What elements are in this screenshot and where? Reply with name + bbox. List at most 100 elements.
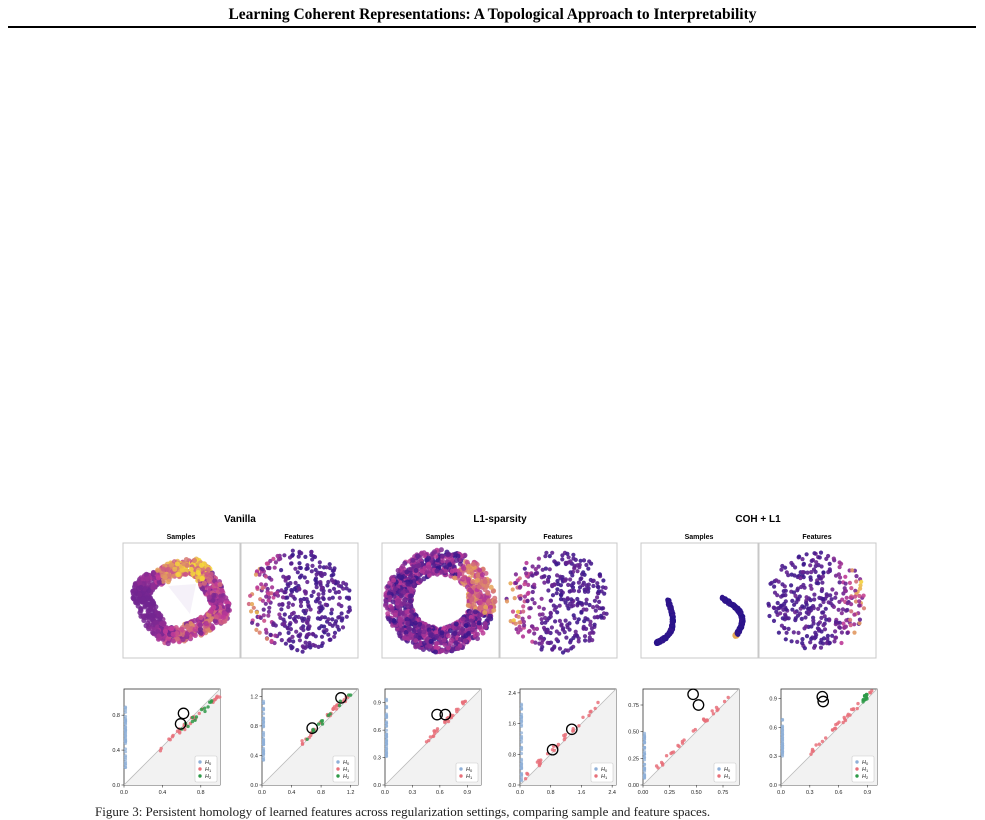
- feature-point: [841, 621, 846, 626]
- sample-point: [131, 593, 137, 599]
- sample-point: [408, 598, 413, 604]
- h1-point: [714, 705, 719, 710]
- feature-point: [298, 565, 303, 571]
- feature-point: [852, 630, 857, 635]
- sample-point: [463, 623, 469, 629]
- h1-point: [577, 724, 581, 728]
- y-tick-label: 0.0: [769, 783, 777, 789]
- h0-point: [642, 775, 647, 779]
- y-tick-label: 0.6: [769, 725, 777, 731]
- feature-point: [266, 598, 271, 603]
- feature-point: [331, 586, 337, 591]
- feature-point: [587, 631, 593, 636]
- h1-point: [664, 754, 669, 758]
- feature-point: [809, 570, 814, 575]
- h1-point: [581, 715, 585, 719]
- h2-point: [862, 694, 867, 698]
- feature-point: [845, 630, 850, 636]
- feature-point: [550, 550, 555, 555]
- sample-point: [165, 566, 171, 573]
- sample-point: [199, 575, 205, 582]
- feature-point: [849, 609, 854, 614]
- feature-point: [277, 631, 282, 636]
- feature-point: [274, 590, 280, 596]
- sample-point: [433, 649, 438, 655]
- x-tick-label: 0.8: [317, 790, 325, 796]
- sample-point: [477, 600, 483, 606]
- feature-point: [565, 551, 570, 557]
- feature-point: [587, 602, 592, 608]
- feature-point: [567, 589, 572, 594]
- features-panel-frame: [240, 542, 359, 659]
- feature-point: [848, 617, 853, 623]
- feature-point: [576, 580, 582, 585]
- h0-point: [123, 733, 128, 738]
- sample-point: [466, 576, 471, 582]
- h0-point: [519, 703, 524, 708]
- legend-marker: [198, 760, 202, 764]
- feature-point: [588, 577, 593, 583]
- feature-point: [292, 596, 297, 601]
- feature-point: [591, 583, 596, 589]
- feature-point: [811, 567, 817, 572]
- h1-point: [851, 707, 856, 711]
- features-embedding-vanilla: [246, 548, 352, 654]
- h1-point: [702, 718, 706, 722]
- sample-point: [197, 622, 203, 628]
- sample-point: [141, 617, 147, 624]
- sample-point: [397, 580, 403, 586]
- feature-point: [344, 586, 349, 591]
- sample-point: [418, 578, 424, 584]
- sample-point: [473, 605, 478, 611]
- sample-point: [405, 620, 411, 626]
- feature-point: [263, 574, 268, 579]
- sample-point: [195, 570, 201, 576]
- h0-point: [642, 756, 647, 760]
- feature-point: [333, 619, 339, 624]
- h0-point: [384, 750, 389, 754]
- feature-point: [783, 588, 788, 593]
- sample-point: [458, 636, 463, 642]
- feature-point: [588, 619, 593, 624]
- sample-point: [428, 632, 434, 638]
- feature-point: [853, 594, 858, 599]
- sample-point: [449, 556, 455, 562]
- y-tick-label: 0.3: [373, 756, 381, 762]
- h1-point: [435, 729, 439, 733]
- sample-point: [155, 629, 161, 635]
- feature-point: [854, 579, 859, 584]
- feature-point: [329, 611, 334, 616]
- feature-point: [840, 597, 845, 602]
- y-tick-label: 2.4: [508, 691, 516, 697]
- sample-point: [408, 574, 413, 579]
- h0-point: [519, 718, 524, 722]
- legend-label: H1: [862, 767, 869, 773]
- legend-label: H0: [343, 760, 350, 766]
- sample-point: [147, 605, 153, 612]
- feature-point: [778, 603, 784, 608]
- feature-point: [254, 627, 259, 633]
- sample-point: [413, 643, 419, 649]
- sample-point: [391, 577, 397, 583]
- feature-point: [305, 563, 310, 568]
- h1-point: [197, 711, 201, 716]
- h0-point: [123, 739, 128, 744]
- feature-point: [310, 557, 315, 562]
- feature-point: [857, 617, 863, 622]
- feature-point: [282, 590, 287, 595]
- feature-point: [596, 585, 601, 590]
- h0-point: [384, 742, 389, 746]
- x-tick-label: 0.0: [120, 790, 128, 796]
- h2-point: [326, 713, 331, 718]
- feature-point: [260, 567, 265, 572]
- feature-point: [780, 582, 785, 587]
- feature-point: [524, 560, 529, 566]
- feature-point: [811, 618, 816, 623]
- h0-point: [519, 712, 524, 717]
- h1-point: [814, 743, 818, 747]
- embedding-hole: [168, 584, 196, 614]
- h0-point: [123, 719, 128, 724]
- feature-point: [767, 613, 772, 619]
- feature-point: [587, 638, 592, 643]
- h1-point: [843, 717, 847, 721]
